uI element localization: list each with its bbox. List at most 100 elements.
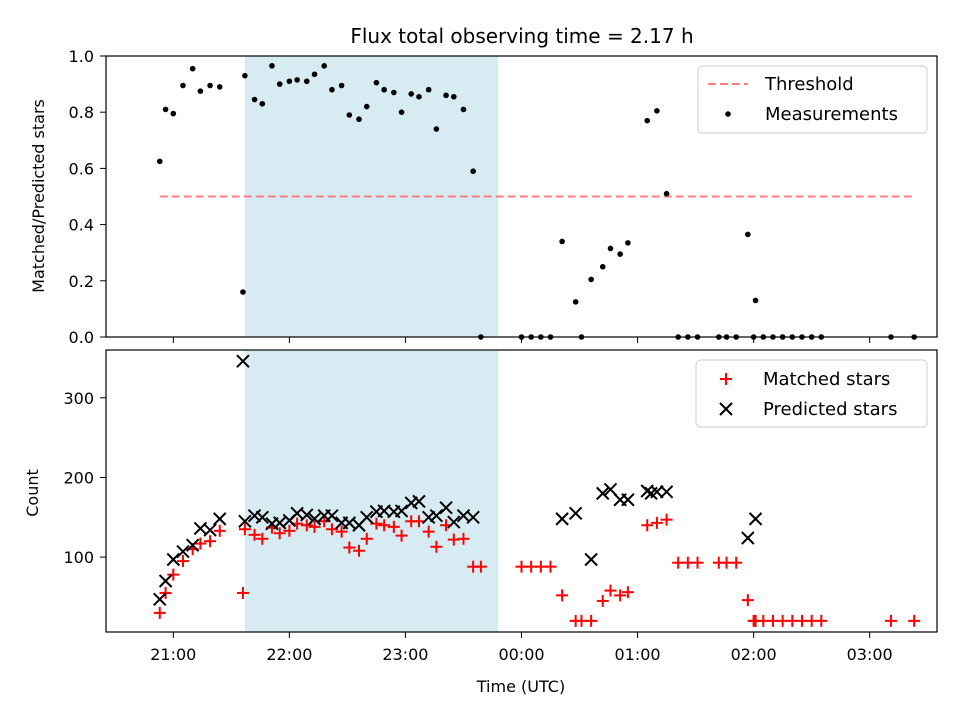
ratio-panel: 0.0 0.2 0.4 0.6 0.8 1.0 Matched/Predicted sta…	[29, 47, 938, 347]
measurement-point	[303, 78, 310, 85]
predicted-star-point	[584, 552, 598, 567]
x-tick-label: 21:00	[150, 645, 196, 664]
matched-star-point	[691, 556, 704, 569]
matched-star-point	[387, 520, 400, 533]
predicted-star-point	[621, 493, 635, 507]
matched-star-point	[430, 540, 443, 553]
count-shaded-span	[244, 350, 499, 632]
measurement-point	[338, 82, 345, 89]
predicted-star-point	[568, 506, 583, 521]
chart-title: Flux total observing time = 2.17 h	[350, 24, 693, 48]
matched-star-point	[596, 594, 609, 607]
matched-star-point	[604, 584, 617, 597]
predicted-star-point	[342, 516, 357, 530]
predicted-star-point	[596, 486, 610, 501]
measurement-point	[240, 289, 246, 295]
predicted-star-point	[307, 512, 322, 526]
ratio-y-tick-label: 0.4	[69, 216, 94, 235]
predicted-star-point	[748, 512, 763, 526]
measurement-point	[156, 158, 163, 165]
legend-measurements-label: Measurements	[765, 104, 898, 125]
measurement-point	[416, 93, 422, 100]
ratio-y-tick-label: 0.6	[69, 159, 94, 178]
matched-star-point	[741, 594, 754, 607]
predicted-star-point	[412, 494, 426, 509]
predicted-star-point	[300, 508, 314, 522]
measurement-point	[321, 63, 327, 69]
predicted-star-point	[659, 485, 674, 499]
predicted-star-point	[176, 544, 190, 559]
measurement-point	[216, 84, 223, 90]
measurement-point	[329, 86, 335, 93]
matched-star-point	[273, 527, 286, 540]
measurement-point	[425, 86, 432, 93]
measurement-point	[373, 79, 380, 86]
matched-star-point	[614, 589, 627, 602]
measurement-point	[170, 110, 177, 117]
ratio-y-axis-label: Matched/Predicted stars	[29, 99, 48, 293]
measurement-point	[311, 71, 318, 78]
count-y-tick-label: 200	[63, 468, 94, 487]
predicted-star-point	[158, 574, 173, 588]
predicted-star-point	[325, 508, 339, 523]
predicted-star-point	[439, 501, 453, 515]
matched-star-point	[248, 528, 261, 541]
predicted-star-point	[447, 515, 461, 529]
measurement-point	[443, 92, 449, 99]
matched-star-point	[325, 523, 338, 536]
matched-star-point	[236, 586, 249, 599]
measurement-point	[189, 65, 196, 72]
measurement-point	[346, 112, 353, 118]
measurement-point	[450, 93, 457, 100]
matched-star-point	[660, 513, 673, 526]
matched-star-point	[370, 517, 383, 530]
measurement-point	[269, 63, 275, 69]
measurement-point	[470, 168, 476, 175]
matched-star-point	[585, 614, 598, 627]
matched-star-point	[412, 515, 425, 528]
ratio-legend: Threshold Measurements	[697, 65, 928, 134]
predicted-star-point	[466, 510, 480, 524]
x-tick-label: 03:00	[847, 645, 893, 664]
measurement-point	[433, 126, 440, 132]
matched-star-point	[153, 606, 166, 619]
matched-star-point	[641, 519, 654, 532]
predicted-star-point	[360, 510, 374, 524]
ratio-y-tick-label: 0.2	[69, 272, 94, 291]
measurement-point	[391, 89, 397, 96]
predicted-star-point	[394, 504, 409, 518]
measurement-point	[572, 299, 579, 305]
matched-star-point	[556, 589, 569, 602]
measurement-point	[162, 106, 169, 113]
matched-star-point	[353, 544, 366, 557]
x-tick-label: 01:00	[615, 645, 661, 664]
predicted-star-point	[213, 512, 227, 526]
matched-star-point	[176, 555, 189, 568]
measurement-point	[559, 238, 565, 245]
matched-star-point	[283, 524, 296, 537]
measurement-point	[588, 276, 594, 283]
predicted-star-point	[203, 523, 217, 537]
measurement-point	[625, 240, 631, 246]
count-y-tick-label: 300	[63, 389, 94, 408]
matched-star-point	[167, 568, 180, 581]
measurement-point	[180, 82, 186, 89]
matched-star-point	[884, 614, 897, 627]
matched-star-point	[343, 541, 356, 554]
measurement-point	[356, 116, 362, 123]
measurement-point	[644, 117, 651, 124]
matched-star-point	[457, 532, 470, 545]
predicted-star-point	[741, 531, 755, 545]
count-y-axis-label: Count	[23, 469, 42, 517]
measurement-point	[251, 96, 258, 103]
measurement-point	[607, 245, 614, 252]
predicted-star-point	[603, 482, 618, 497]
x-tick-label: 00:00	[498, 645, 544, 664]
matched-star-point	[335, 525, 348, 538]
matched-star-point	[378, 519, 391, 532]
matched-star-point	[204, 535, 217, 548]
measurement-point	[363, 103, 370, 110]
x-tick-label: 02:00	[731, 645, 777, 664]
matched-star-point	[300, 519, 313, 532]
